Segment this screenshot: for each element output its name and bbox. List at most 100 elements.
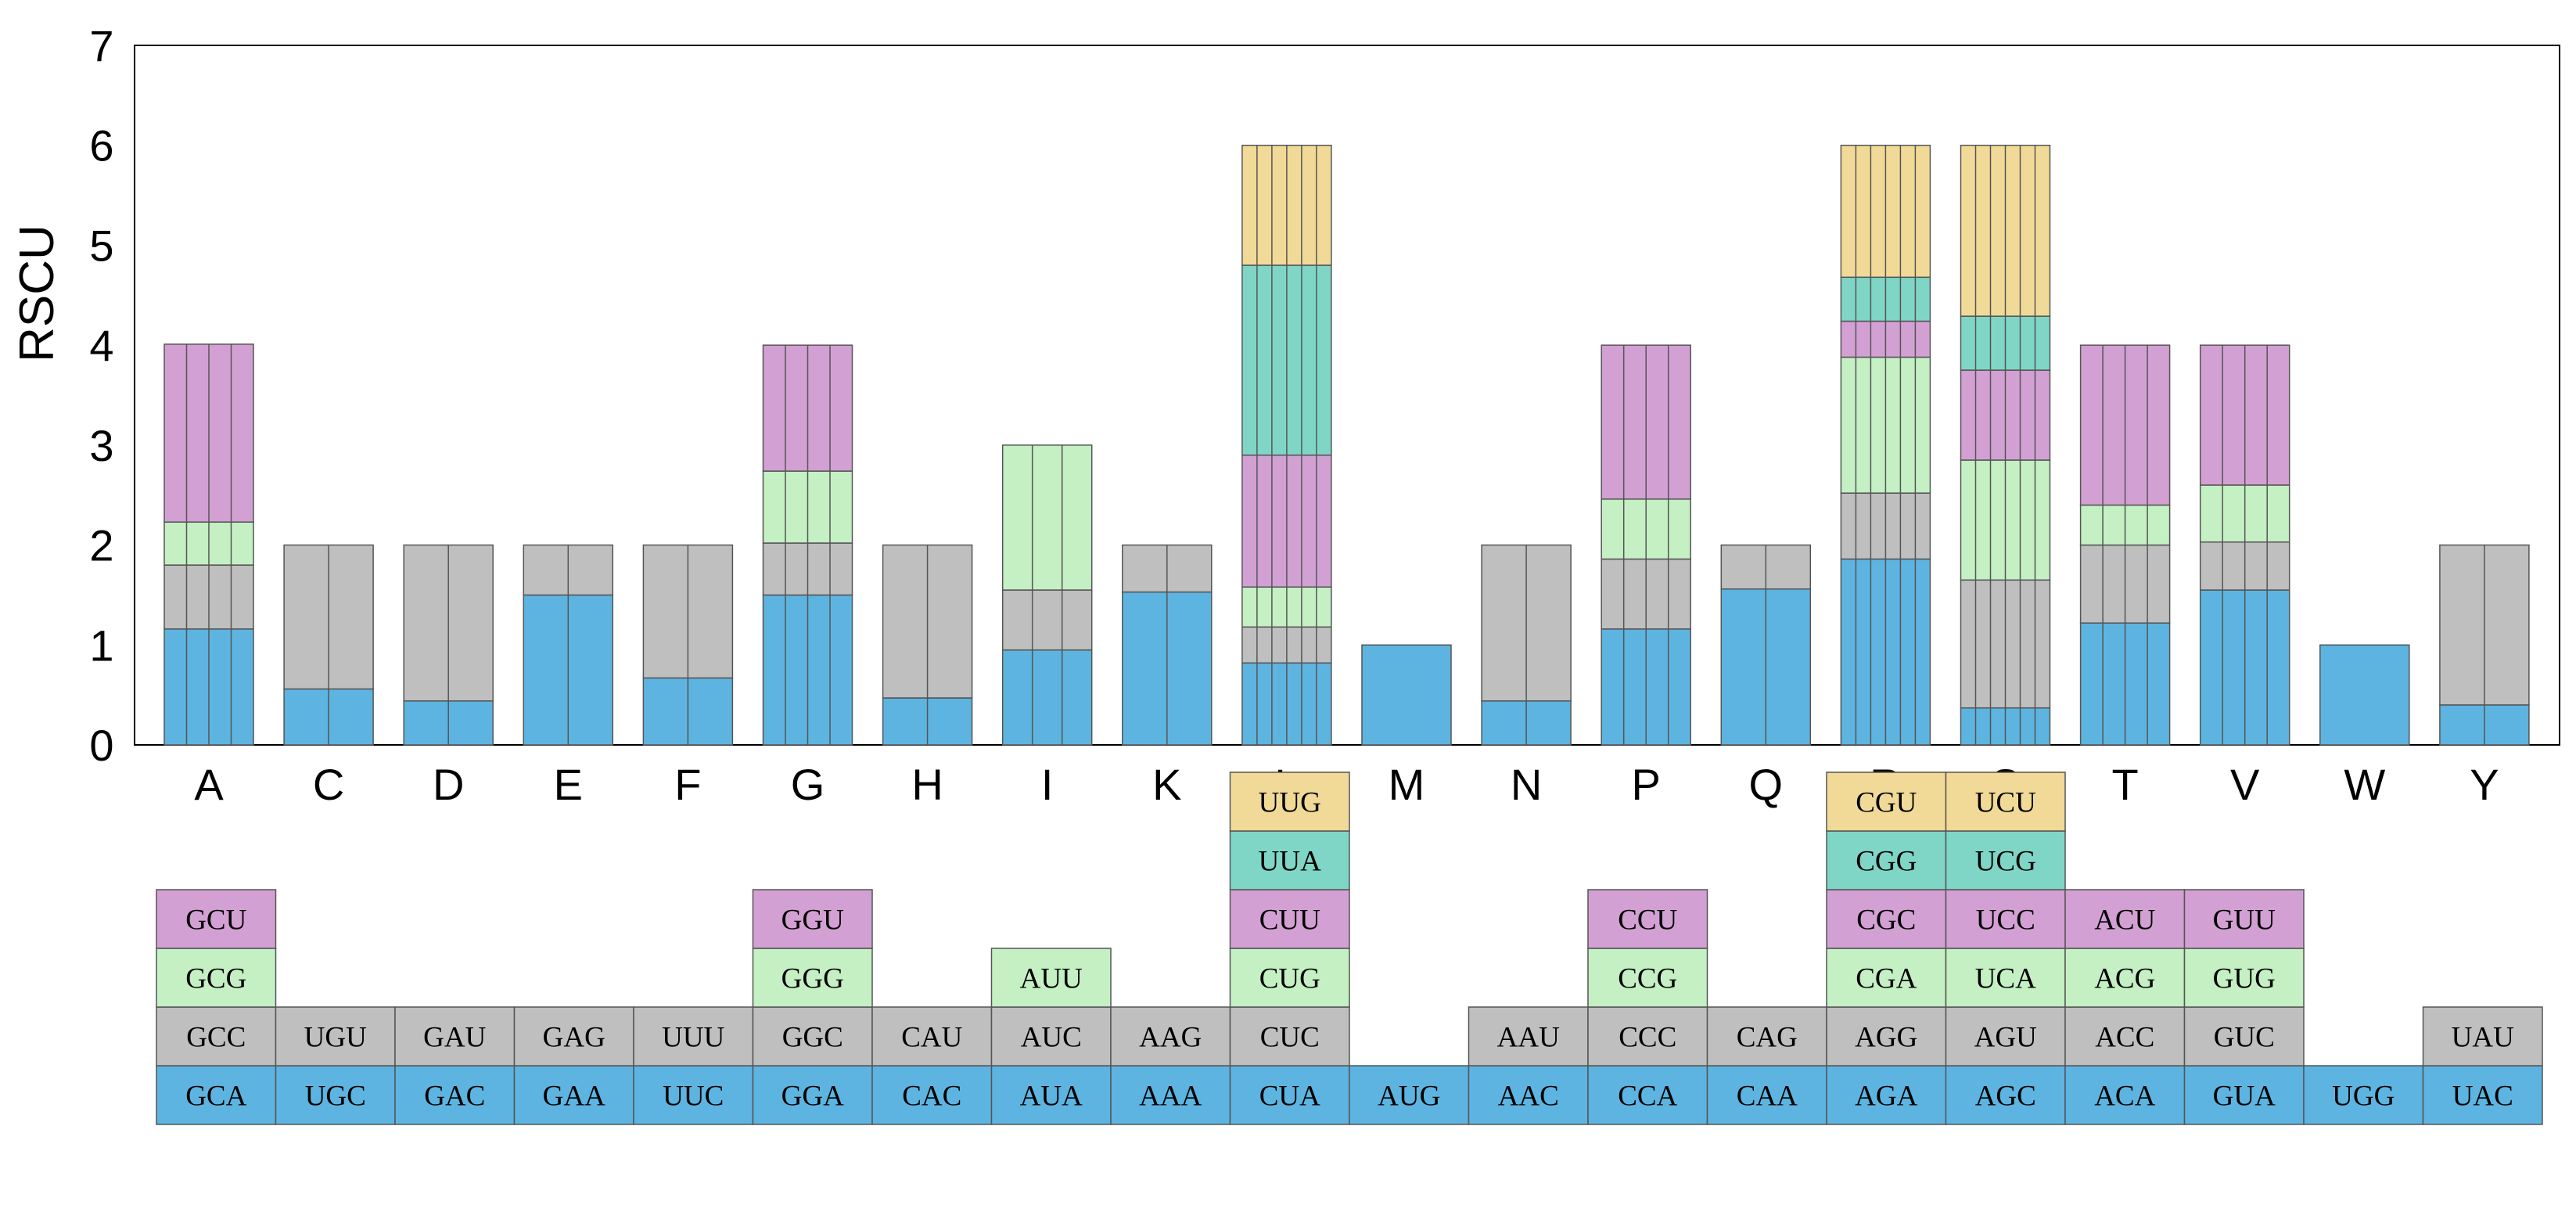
x-tick-label-W: W (2344, 760, 2385, 809)
codon-label-GCA: GCA (185, 1081, 246, 1113)
x-tick-label-K: K (1152, 760, 1181, 809)
codon-cell-CGU (1826, 772, 1947, 832)
codon-cell-GGG (752, 948, 873, 1008)
codon-label-AGA: AGA (1855, 1081, 1917, 1113)
codon-cell-GUU (2183, 889, 2305, 949)
codon-label-UCC: UCC (1976, 905, 2035, 937)
codon-cell-AAA (1110, 1065, 1231, 1125)
codon-label-AGU: AGU (1974, 1022, 2037, 1054)
codon-label-GUA: GUA (2213, 1081, 2276, 1113)
codon-label-AAU: AAU (1497, 1022, 1560, 1054)
codon-cell-GCC (156, 1006, 277, 1067)
codon-label-CGG: CGG (1856, 846, 1917, 878)
codon-cell-AUG (1349, 1065, 1470, 1125)
codon-cell-CCA (1587, 1065, 1708, 1125)
codon-label-UCG: UCG (1975, 846, 2036, 878)
codon-cell-CCU (1587, 889, 1708, 949)
codon-cell-AUU (990, 948, 1112, 1008)
codon-label-UGU: UGU (304, 1022, 367, 1054)
codon-label-GUU: GUU (2213, 905, 2276, 937)
codon-cell-CUC (1229, 1006, 1350, 1067)
codon-cell-GAU (394, 1006, 516, 1067)
codon-label-CUG: CUG (1259, 963, 1320, 995)
codon-label-UUG: UUG (1259, 787, 1321, 819)
x-tick-label-P: P (1632, 760, 1661, 809)
codon-label-GGC: GGC (782, 1022, 843, 1054)
codon-label-AUG: AUG (1378, 1081, 1440, 1113)
x-tick-label-N: N (1511, 760, 1542, 809)
codon-label-CAA: CAA (1737, 1081, 1798, 1113)
codon-label-ACC: ACC (2095, 1022, 2154, 1054)
codon-label-AGG: AGG (1855, 1022, 1917, 1054)
bar-segment-I-AUU (1001, 444, 1093, 591)
codon-label-CCG: CCG (1618, 963, 1677, 995)
codon-cell-GAG (513, 1006, 634, 1067)
codon-cell-UUG (1229, 772, 1350, 832)
bar-segment-W-UGG (2319, 644, 2410, 746)
codon-cell-UUC (633, 1065, 754, 1125)
y-tick-label: 6 (89, 121, 113, 171)
y-tick-label: 4 (89, 321, 113, 370)
x-tick-label-G: G (791, 760, 825, 809)
codon-label-GUG: GUG (2213, 963, 2276, 995)
codon-cell-CUA (1229, 1065, 1350, 1125)
codon-label-UUC: UUC (663, 1081, 724, 1113)
plot-frame (134, 45, 2560, 746)
codon-label-GAC: GAC (424, 1081, 485, 1113)
codon-label-UCA: UCA (1975, 963, 2036, 995)
codon-cell-AAC (1468, 1065, 1589, 1125)
codon-label-ACU: ACU (2094, 905, 2155, 937)
codon-label-GCG: GCG (185, 963, 246, 995)
y-tick-label: 5 (89, 221, 113, 270)
codon-label-AUC: AUC (1021, 1022, 1082, 1054)
codon-cell-UAU (2422, 1006, 2543, 1067)
codon-cell-GCG (156, 948, 277, 1008)
codon-cell-GGU (752, 889, 873, 949)
codon-label-GGU: GGU (781, 905, 844, 937)
x-tick-label-V: V (2230, 760, 2260, 809)
codon-label-AGC: AGC (1975, 1081, 2036, 1113)
codon-label-GGG: GGG (781, 963, 844, 995)
x-tick-label-F: F (674, 760, 701, 809)
codon-label-UAU: UAU (2452, 1022, 2514, 1054)
codon-cell-UAC (2422, 1065, 2543, 1125)
codon-cell-GUG (2183, 948, 2305, 1008)
y-tick-label: 0 (89, 721, 113, 770)
bar-segment-I-AUA (1001, 649, 1093, 746)
codon-label-CUC: CUC (1260, 1022, 1320, 1054)
codon-label-AUA: AUA (1020, 1081, 1083, 1113)
codon-label-ACA: ACA (2094, 1081, 2155, 1113)
codon-cell-UCU (1945, 772, 2066, 832)
x-tick-label-T: T (2111, 760, 2138, 809)
codon-label-GUC: GUC (2214, 1022, 2275, 1054)
codon-cell-GUA (2183, 1065, 2305, 1125)
codon-cell-CAG (1706, 1006, 1827, 1067)
y-tick-label: 1 (89, 620, 113, 670)
codon-label-ACG: ACG (2094, 963, 2155, 995)
codon-label-AAC: AAC (1498, 1081, 1559, 1113)
codon-cell-CGG (1826, 830, 1947, 890)
codon-label-CUA: CUA (1259, 1081, 1320, 1113)
codon-cell-AUA (990, 1065, 1112, 1125)
codon-label-GGA: GGA (781, 1081, 844, 1113)
x-tick-label-D: D (433, 760, 464, 809)
codon-label-CCC: CCC (1619, 1022, 1676, 1054)
codon-cell-CCG (1587, 948, 1708, 1008)
codon-label-CUU: CUU (1259, 905, 1320, 937)
codon-cell-CAU (871, 1006, 993, 1067)
codon-label-GAU: GAU (423, 1022, 486, 1054)
x-tick-label-M: M (1389, 760, 1425, 809)
codon-cell-GGA (752, 1065, 873, 1125)
codon-label-CGC: CGC (1856, 905, 1916, 937)
codon-cell-AGG (1826, 1006, 1947, 1067)
codon-label-UGC: UGC (305, 1081, 366, 1113)
codon-cell-CGA (1826, 948, 1947, 1008)
x-tick-label-A: A (194, 760, 224, 809)
codon-cell-CUU (1229, 889, 1350, 949)
codon-cell-UUU (633, 1006, 754, 1067)
codon-cell-GCU (156, 889, 277, 949)
codon-label-UUU: UUU (662, 1022, 724, 1054)
codon-label-CGA: CGA (1856, 963, 1917, 995)
